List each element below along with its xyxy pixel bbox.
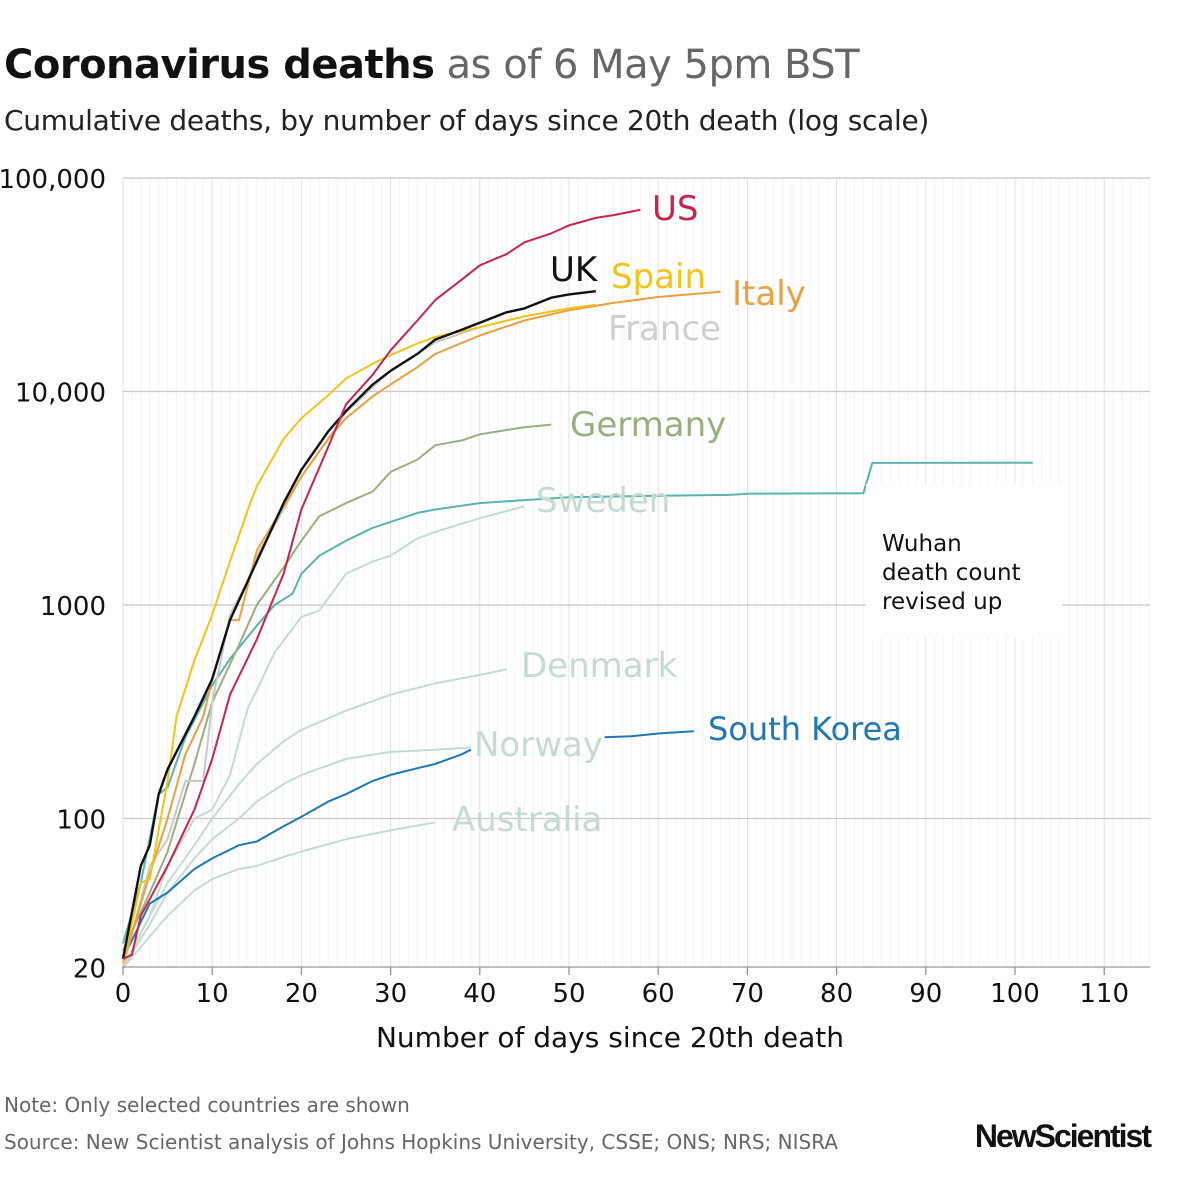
series-label-germany: Germany xyxy=(570,405,726,445)
annotation-line: revised up xyxy=(882,589,1003,615)
x-tick-label: 10 xyxy=(196,979,229,1009)
x-tick-label: 70 xyxy=(731,979,764,1009)
footnote: Note: Only selected countries are shown xyxy=(4,1093,410,1117)
title-date: as of 6 May 5pm BST xyxy=(446,42,860,88)
series-line-norway xyxy=(122,746,471,969)
x-tick-label: 20 xyxy=(285,979,318,1009)
series-label-us: US xyxy=(652,189,698,229)
axes: 20 100 1000 10,000 100,000 0 10 20 30 40 50 60 70 80 9… xyxy=(0,165,1150,1009)
series-label-spain: Spain xyxy=(611,257,706,297)
x-tick-label: 0 xyxy=(115,979,132,1009)
series-line-us xyxy=(122,208,641,960)
new-scientist-logo: NewScientist xyxy=(974,1118,1152,1154)
china-annotation: Wuhan death count revised up xyxy=(866,484,1062,637)
y-tick-label: 20 xyxy=(73,955,106,985)
x-tick-label: 50 xyxy=(552,979,585,1009)
x-tick-label: 110 xyxy=(1079,979,1129,1009)
source-note: Source: New Scientist analysis of Johns … xyxy=(4,1130,838,1154)
chart-subtitle: Cumulative deaths, by number of days sin… xyxy=(4,104,930,137)
series-label-norway: Norway xyxy=(474,725,603,765)
x-tick-label: 90 xyxy=(909,979,942,1009)
series-label-uk: UK xyxy=(550,250,599,290)
series-label-australia: Australia xyxy=(452,800,602,840)
series-line-germany xyxy=(122,423,552,952)
series-label-sweden: Sweden xyxy=(536,481,670,521)
series-label-denmark: Denmark xyxy=(521,646,678,686)
y-tick-label: 100,000 xyxy=(0,165,106,195)
y-tick-label: 10,000 xyxy=(15,379,106,409)
series-line-uk xyxy=(121,290,596,960)
annotation-line: Wuhan xyxy=(882,531,962,557)
title-bold: Coronavirus deaths xyxy=(4,42,435,88)
series-label-france: France xyxy=(608,309,721,349)
series-line-china xyxy=(122,461,1033,944)
series-label-south-korea: South Korea xyxy=(708,710,902,748)
annotation-line: death count xyxy=(882,560,1021,586)
x-tick-label: 40 xyxy=(463,979,496,1009)
y-tick-label: 100 xyxy=(56,806,106,836)
x-tick-label: 100 xyxy=(990,979,1040,1009)
x-tick-label: 60 xyxy=(642,979,675,1009)
x-tick-label: 80 xyxy=(820,979,853,1009)
y-tick-label: 1000 xyxy=(40,592,106,622)
series-label-italy: Italy xyxy=(732,274,806,314)
series-lines xyxy=(121,208,1033,969)
x-axis-label: Number of days since 20th death xyxy=(376,1021,844,1054)
series-line-south-korea xyxy=(122,730,694,960)
x-tick-label: 30 xyxy=(374,979,407,1009)
series-line-australia xyxy=(122,821,436,969)
series-line-sweden xyxy=(122,505,525,969)
series-line-italy xyxy=(122,290,721,964)
series-line-denmark xyxy=(122,668,507,969)
chart-title: Coronavirus deaths as of 6 May 5pm BST xyxy=(4,42,860,88)
